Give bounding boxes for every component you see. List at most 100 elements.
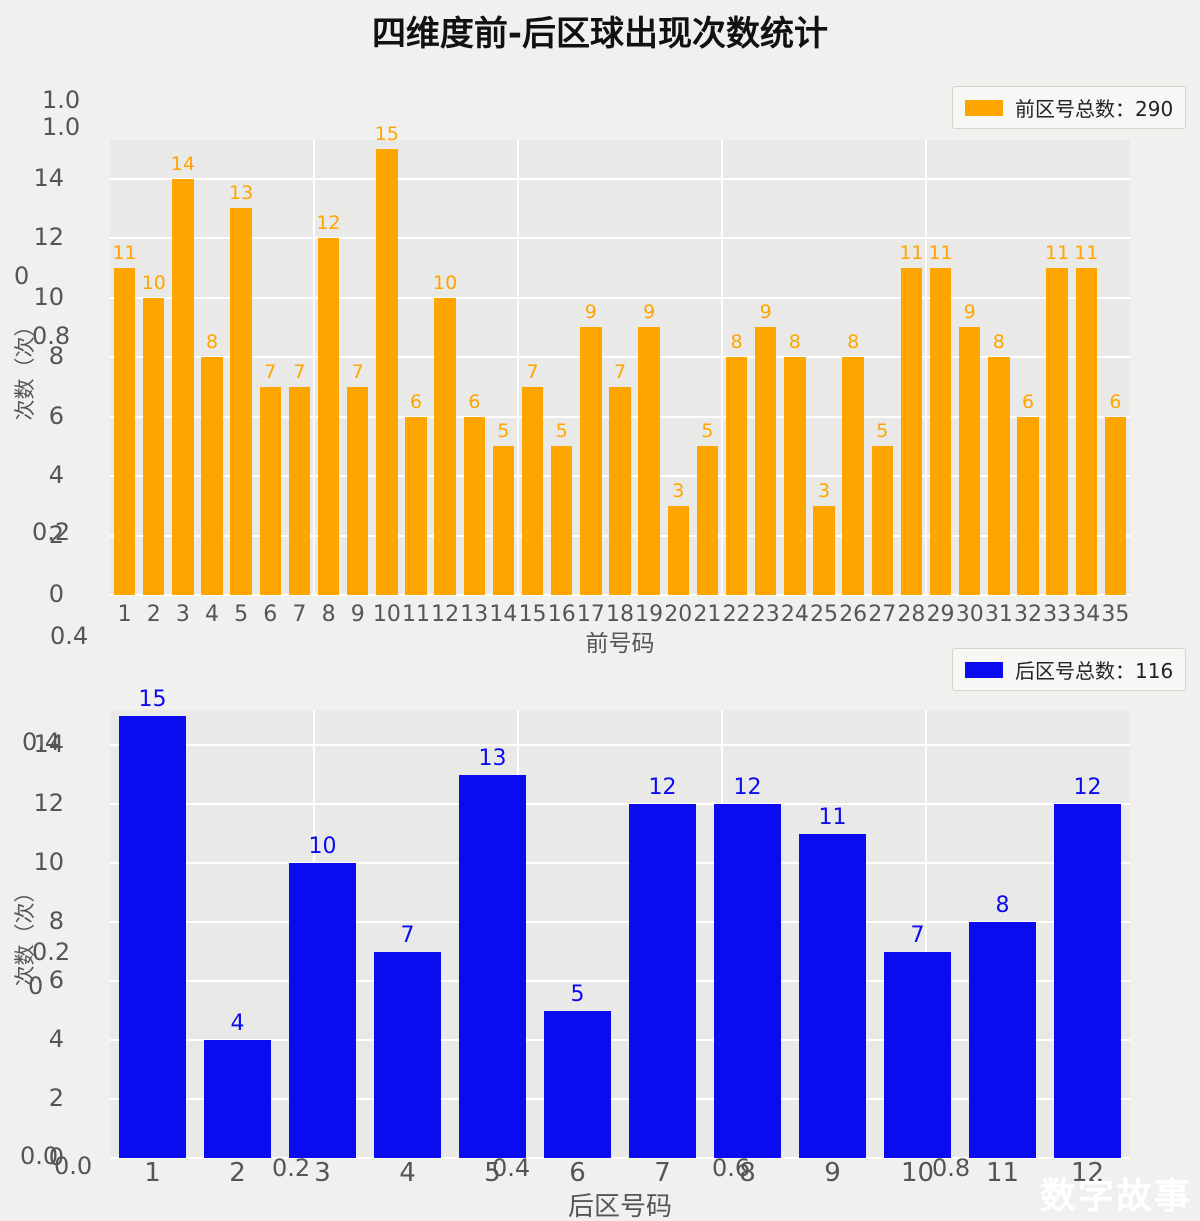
gridline-h bbox=[110, 921, 1130, 924]
x-tick-label: 11 bbox=[402, 602, 430, 627]
bar-17 bbox=[580, 327, 602, 595]
bar-3 bbox=[289, 863, 356, 1158]
gridline-h bbox=[110, 356, 1130, 359]
x-tick-label: 34 bbox=[1072, 602, 1101, 627]
gridline-h bbox=[110, 1157, 1130, 1159]
x-tick-label: 30 bbox=[955, 602, 984, 627]
bar-value-label: 7 bbox=[264, 360, 277, 383]
bar-20 bbox=[667, 505, 690, 595]
chart-title: 四维度前-后区球出现次数统计 bbox=[371, 14, 829, 54]
bar-value-label: 3 bbox=[817, 479, 831, 502]
bar-value-label: 5 bbox=[555, 420, 568, 443]
legend-front-zone: 前区号总数：290 bbox=[952, 86, 1187, 129]
bar-value-label: 11 bbox=[899, 241, 924, 264]
ghost-tick: 0.6 bbox=[712, 1154, 751, 1182]
bar-32 bbox=[1017, 416, 1039, 595]
bar-11 bbox=[405, 416, 427, 595]
ghost-tick: 0.0 bbox=[20, 1142, 59, 1170]
bar-value-label: 4 bbox=[230, 1011, 245, 1037]
x-tick-label: 28 bbox=[897, 602, 926, 627]
bar-4 bbox=[374, 951, 441, 1158]
x-tick-label: 19 bbox=[635, 602, 664, 627]
bar-30 bbox=[958, 327, 981, 595]
bar-value-label: 12 bbox=[648, 775, 677, 801]
bar-value-label: 8 bbox=[847, 331, 860, 354]
x-tick-label: 26 bbox=[839, 602, 868, 627]
ghost-tick: 1.0 bbox=[42, 86, 81, 114]
gridline-v bbox=[925, 710, 927, 1158]
bar-2 bbox=[204, 1040, 271, 1158]
x-tick-label: 12 bbox=[1070, 1158, 1105, 1188]
bar-18 bbox=[609, 386, 631, 595]
y-tick-label: 8 bbox=[48, 342, 64, 371]
bar-value-label: 8 bbox=[995, 893, 1010, 919]
y-tick-label: 0 bbox=[48, 1143, 64, 1172]
bar-19 bbox=[638, 327, 660, 595]
bar-16 bbox=[550, 446, 573, 595]
x-tick-label: 18 bbox=[606, 602, 634, 627]
bar-value-label: 6 bbox=[1021, 390, 1035, 413]
bar-25 bbox=[813, 505, 835, 595]
bar-26 bbox=[842, 357, 864, 595]
bar-value-label: 12 bbox=[733, 775, 762, 801]
gridline-h bbox=[110, 237, 1130, 240]
y-tick-label: 6 bbox=[48, 401, 64, 430]
bar-10 bbox=[884, 951, 951, 1158]
front-zone-plot-area: 11 10 14 8 13 7 7 12 7 15 6 10 6 5 7 5 9 7 9 3 5 8 9 8 3 8 5 11 11 9 8… bbox=[110, 123, 1130, 596]
bar-value-label: 6 bbox=[468, 390, 481, 413]
gridline-h bbox=[110, 803, 1130, 806]
x-tick-label: 9 bbox=[350, 602, 365, 627]
x-tick-label: 7 bbox=[292, 602, 307, 627]
bar-8 bbox=[317, 238, 340, 595]
bar-value-label: 3 bbox=[672, 479, 685, 502]
bar-value-label: 7 bbox=[400, 922, 415, 948]
bar-value-label: 7 bbox=[613, 360, 627, 383]
x-tick-label: 15 bbox=[518, 602, 547, 627]
gridline-h bbox=[110, 177, 1130, 180]
bar-14 bbox=[492, 446, 515, 595]
ghost-tick: 0.8 bbox=[932, 1154, 971, 1182]
bar-value-label: 6 bbox=[1109, 390, 1122, 413]
x-tick-label: 32 bbox=[1014, 602, 1042, 627]
bar-value-label: 7 bbox=[293, 360, 306, 383]
x-tick-label: 11 bbox=[985, 1158, 1020, 1188]
bar-value-label: 12 bbox=[1073, 775, 1102, 801]
bar-value-label: 9 bbox=[963, 301, 976, 324]
x-tick-label: 27 bbox=[868, 602, 897, 627]
x-tick-label: 17 bbox=[576, 602, 605, 627]
x-tick-label: 4 bbox=[399, 1158, 416, 1188]
y-tick-label: 4 bbox=[48, 1025, 64, 1054]
y-tick-label: 0 bbox=[48, 580, 64, 609]
bar-5 bbox=[459, 774, 526, 1158]
bar-value-label: 6 bbox=[409, 390, 423, 413]
bar-11 bbox=[969, 922, 1036, 1158]
bar-6 bbox=[544, 1010, 611, 1158]
bar-9 bbox=[799, 833, 866, 1158]
bar-33 bbox=[1046, 267, 1068, 595]
bar-35 bbox=[1104, 416, 1127, 595]
bar-3 bbox=[172, 178, 194, 595]
bar-5 bbox=[230, 208, 252, 595]
bar-7 bbox=[288, 386, 311, 595]
bar-6 bbox=[259, 386, 282, 595]
bar-34 bbox=[1075, 267, 1098, 595]
bar-value-label: 5 bbox=[497, 420, 510, 443]
bar-value-label: 13 bbox=[229, 182, 254, 205]
bar-value-label: 11 bbox=[818, 804, 847, 830]
back-zone-plot-area: 15 4 10 7 13 5 12 12 11 7 8 12 bbox=[110, 687, 1130, 1159]
ghost-tick: 0.4 bbox=[492, 1154, 531, 1182]
legend-swatch-back-icon bbox=[965, 661, 1003, 678]
y-tick-label: 6 bbox=[48, 966, 64, 995]
bar-value-label: 7 bbox=[351, 360, 364, 383]
x-tick-label: 29 bbox=[926, 602, 955, 627]
x-tick-label: 6 bbox=[569, 1158, 586, 1188]
bar-1 bbox=[113, 267, 136, 595]
x-tick-label: 31 bbox=[984, 602, 1013, 627]
gridline-v bbox=[721, 140, 723, 595]
bar-value-label: 5 bbox=[701, 420, 714, 443]
bar-7 bbox=[629, 804, 696, 1158]
gridline-h bbox=[110, 296, 1130, 299]
ghost-tick: 0.2 bbox=[32, 518, 71, 546]
gridline-h bbox=[110, 594, 1130, 596]
